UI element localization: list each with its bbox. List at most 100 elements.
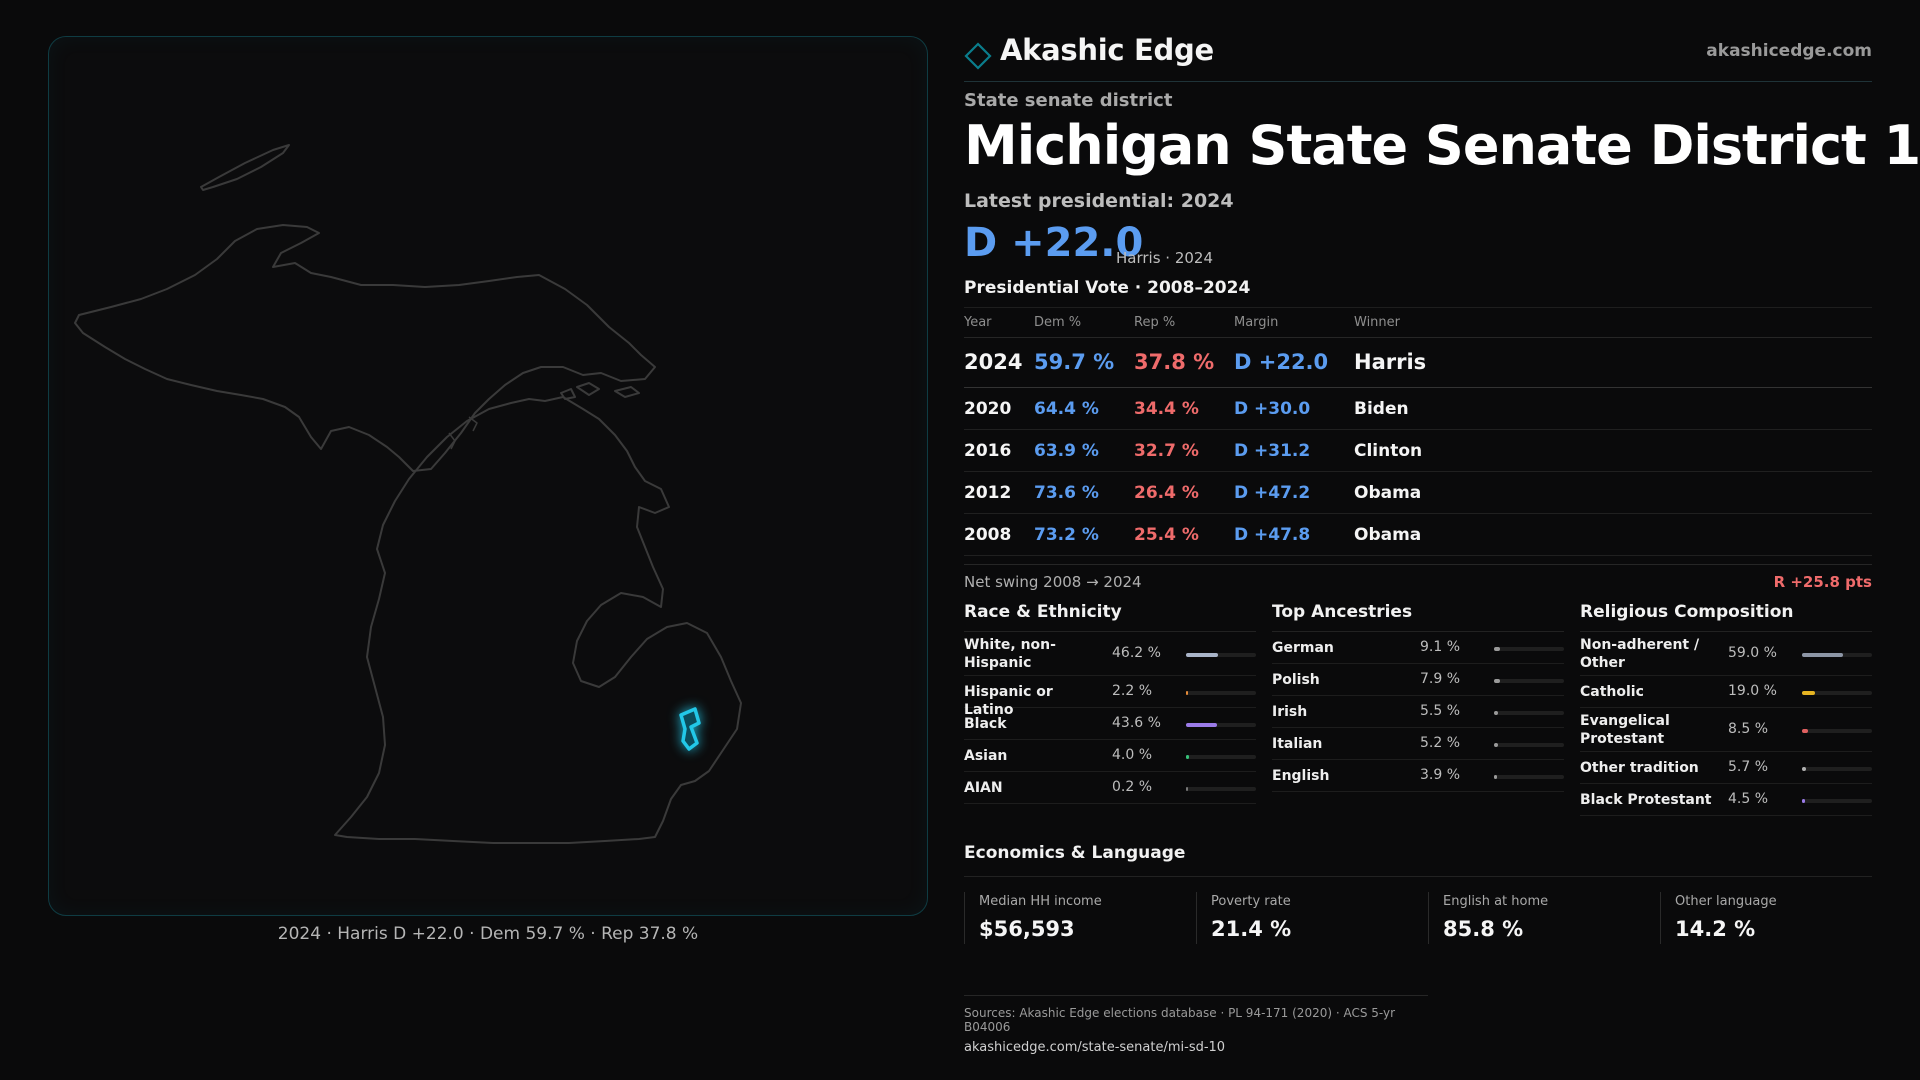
michigan-map[interactable] — [49, 37, 928, 916]
row-rep: 25.4 % — [1134, 525, 1199, 545]
economics-cards: Median HH income $56,593 Poverty rate 21… — [964, 892, 1872, 944]
item-value: 59.0 % — [1728, 645, 1777, 661]
lower-peninsula-outline — [334, 396, 742, 844]
table-row: 2024 59.7 % 37.8 % D +22.0 Harris — [964, 338, 1872, 388]
item-bar — [1802, 799, 1872, 803]
net-swing-value: R +25.8 pts — [1773, 573, 1872, 591]
row-year: 2008 — [964, 525, 1012, 545]
item-value: 5.7 % — [1728, 759, 1769, 775]
row-winner: Harris — [1354, 350, 1427, 374]
item-label: Asian — [964, 748, 1008, 764]
item-value: 2.2 % — [1112, 683, 1153, 699]
item-bar — [1186, 755, 1256, 759]
col-margin: Margin — [1234, 315, 1279, 330]
item-value: 5.5 % — [1420, 703, 1461, 719]
econ-value: $56,593 — [979, 917, 1075, 941]
brand-header: Akashic Edge akashicedge.com — [964, 30, 1872, 82]
row-rep: 37.8 % — [1134, 350, 1215, 374]
col-rep: Rep % — [1134, 315, 1176, 330]
item-bar-fill — [1186, 723, 1217, 727]
list-item: Evangelical Protestant 8.5 % — [1580, 708, 1872, 752]
sources-url[interactable]: akashicedge.com/state-senate/mi-sd-10 — [964, 1040, 1226, 1055]
table-header: Year Dem % Rep % Margin Winner — [964, 308, 1872, 338]
econ-label: Poverty rate — [1211, 894, 1291, 909]
row-dem: 59.7 % — [1034, 350, 1115, 374]
item-value: 8.5 % — [1728, 721, 1769, 737]
item-label: Other tradition — [1580, 760, 1699, 776]
religion-heading: Religious Composition — [1580, 600, 1872, 632]
econ-value: 21.4 % — [1211, 917, 1292, 941]
row-dem: 73.2 % — [1034, 525, 1099, 545]
item-value: 43.6 % — [1112, 715, 1161, 731]
isle-royale-outline — [200, 144, 290, 191]
item-bar-fill — [1494, 743, 1498, 747]
diamond-outline-icon — [964, 42, 992, 70]
presidential-vote-table: Year Dem % Rep % Margin Winner 2024 59.7… — [964, 308, 1872, 556]
item-value: 9.1 % — [1420, 639, 1461, 655]
list-item: Other tradition 5.7 % — [1580, 752, 1872, 784]
item-bar-fill — [1802, 799, 1805, 803]
list-item: Irish 5.5 % — [1272, 696, 1564, 728]
econ-value: 14.2 % — [1675, 917, 1756, 941]
item-value: 4.5 % — [1728, 791, 1769, 807]
econ-label: English at home — [1443, 894, 1549, 909]
page-title: Michigan State Senate District 10 — [964, 114, 1920, 177]
col-year: Year — [964, 315, 992, 330]
row-margin: D +47.8 — [1234, 525, 1311, 545]
econ-card-other-language: Other language 14.2 % — [1660, 892, 1882, 944]
row-margin: D +22.0 — [1234, 350, 1329, 374]
map-panel[interactable] — [48, 36, 928, 916]
econ-value: 85.8 % — [1443, 917, 1524, 941]
item-bar — [1802, 653, 1872, 657]
latest-presidential-label: Latest presidential: 2024 — [964, 190, 1234, 212]
item-label: Catholic — [1580, 684, 1644, 700]
list-item: Polish 7.9 % — [1272, 664, 1564, 696]
brand-name[interactable]: Akashic Edge — [1000, 33, 1214, 67]
list-item: Black Protestant 4.5 % — [1580, 784, 1872, 816]
item-label: AIAN — [964, 780, 1003, 796]
item-bar — [1494, 711, 1564, 715]
headline-margin-sub: Harris · 2024 — [1116, 249, 1214, 267]
row-margin: D +30.0 — [1234, 399, 1311, 419]
econ-card-poverty: Poverty rate 21.4 % — [1196, 892, 1418, 944]
district-10-highlight[interactable] — [679, 707, 701, 751]
item-bar — [1494, 775, 1564, 779]
item-value: 7.9 % — [1420, 671, 1461, 687]
econ-card-english: English at home 85.8 % — [1428, 892, 1650, 944]
row-dem: 73.6 % — [1034, 483, 1099, 503]
brand-url[interactable]: akashicedge.com — [1706, 41, 1872, 61]
economics-heading: Economics & Language — [964, 843, 1872, 877]
item-value: 46.2 % — [1112, 645, 1161, 661]
item-label: Irish — [1272, 704, 1308, 720]
item-bar-fill — [1802, 653, 1843, 657]
row-winner: Obama — [1354, 483, 1422, 503]
list-item: Hispanic or Latino 2.2 % — [964, 676, 1256, 718]
item-bar-fill — [1186, 653, 1218, 657]
row-margin: D +47.2 — [1234, 483, 1311, 503]
item-value: 19.0 % — [1728, 683, 1777, 699]
net-swing: Net swing 2008 → 2024 R +25.8 pts — [964, 564, 1872, 591]
table-row: 2016 63.9 % 32.7 % D +31.2 Clinton — [964, 430, 1872, 472]
item-bar-fill — [1802, 729, 1808, 733]
item-bar — [1802, 767, 1872, 771]
item-value: 3.9 % — [1420, 767, 1461, 783]
item-bar — [1186, 787, 1256, 791]
item-bar — [1186, 653, 1256, 657]
upper-peninsula-outline — [74, 224, 656, 472]
row-year: 2024 — [964, 350, 1023, 374]
ancestries-heading: Top Ancestries — [1272, 600, 1564, 632]
item-bar-fill — [1186, 755, 1189, 759]
item-bar-fill — [1494, 711, 1498, 715]
headline-margin: D +22.0 — [964, 220, 1144, 266]
row-rep: 26.4 % — [1134, 483, 1199, 503]
econ-card-income: Median HH income $56,593 — [964, 892, 1186, 944]
item-bar-fill — [1494, 775, 1497, 779]
district-kind: State senate district — [964, 90, 1173, 111]
presidential-vote-heading: Presidential Vote · 2008–2024 — [964, 278, 1872, 308]
list-item: German 9.1 % — [1272, 632, 1564, 664]
sources-text: Sources: Akashic Edge elections database… — [964, 1006, 1396, 1034]
map-caption: 2024 · Harris D +22.0 · Dem 59.7 % · Rep… — [277, 924, 699, 944]
list-item: White, non-Hispanic 46.2 % — [964, 632, 1256, 676]
item-value: 5.2 % — [1420, 735, 1461, 751]
row-year: 2012 — [964, 483, 1012, 503]
